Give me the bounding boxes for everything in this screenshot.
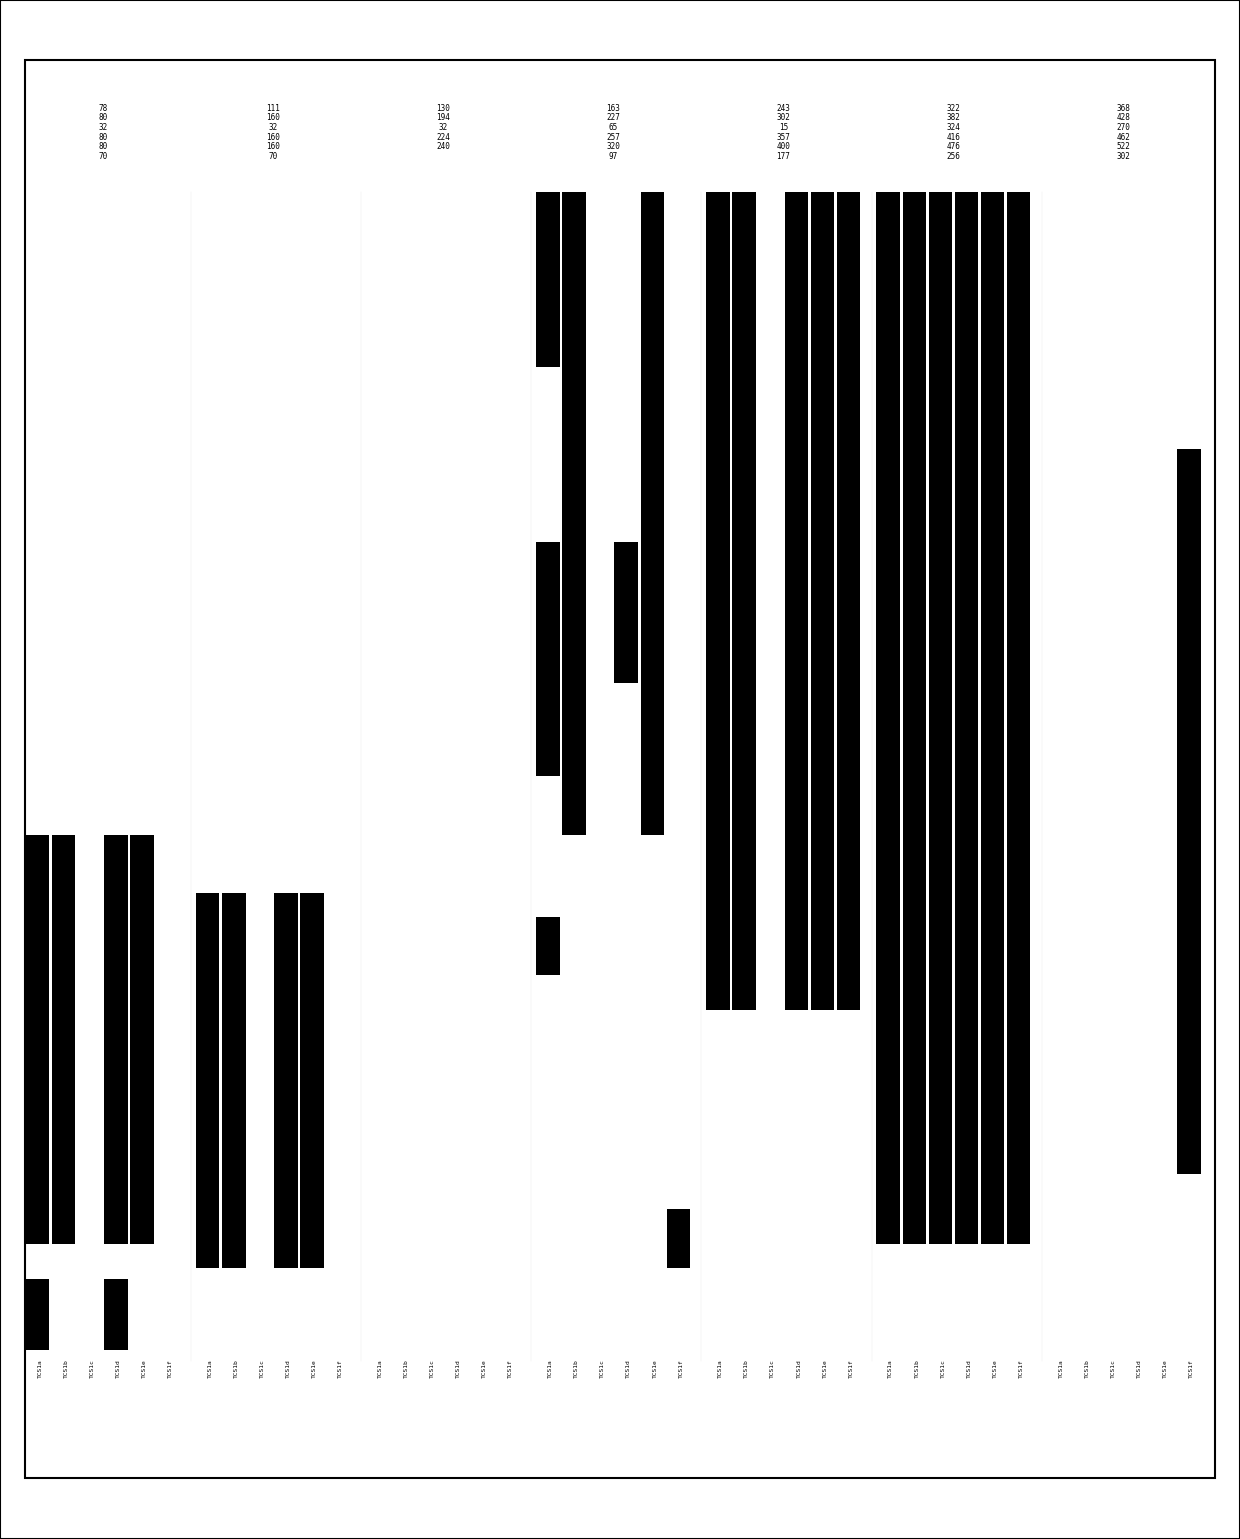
- Text: 130
194
32
224
240: 130 194 32 224 240: [436, 103, 450, 162]
- Text: TCS1b: TCS1b: [574, 1359, 579, 1377]
- Bar: [811, 192, 835, 1010]
- Text: TCS1f: TCS1f: [1019, 1359, 1024, 1377]
- Bar: [981, 191, 1004, 1245]
- Text: 243
302
15
357
400
177: 243 302 15 357 400 177: [776, 103, 790, 162]
- Text: TCS1c: TCS1c: [1111, 1359, 1116, 1377]
- Text: TCS1d: TCS1d: [796, 1359, 801, 1377]
- Text: TCS1a: TCS1a: [888, 1359, 893, 1377]
- Text: TCS1b: TCS1b: [404, 1359, 409, 1377]
- Text: 111
160
32
160
160
70: 111 160 32 160 160 70: [267, 103, 280, 162]
- Text: TCS1e: TCS1e: [992, 1359, 998, 1377]
- Text: TCS1b: TCS1b: [914, 1359, 919, 1377]
- Text: TCS1c: TCS1c: [770, 1359, 775, 1377]
- Text: TCS1a: TCS1a: [37, 1359, 42, 1377]
- Text: TCS1a: TCS1a: [548, 1359, 553, 1377]
- Text: TCS1e: TCS1e: [482, 1359, 487, 1377]
- Text: TCS1b: TCS1b: [63, 1359, 68, 1377]
- Bar: [707, 192, 730, 1010]
- Text: TCS1c: TCS1c: [940, 1359, 945, 1377]
- Text: TCS1c: TCS1c: [260, 1359, 265, 1377]
- Text: TCS1b: TCS1b: [1085, 1359, 1090, 1377]
- Text: TCS1e: TCS1e: [141, 1359, 148, 1377]
- Text: TCS1c: TCS1c: [430, 1359, 435, 1377]
- Bar: [274, 893, 298, 1268]
- Text: TCS1a: TCS1a: [1059, 1359, 1064, 1377]
- Bar: [562, 192, 585, 836]
- Bar: [300, 893, 324, 1268]
- Text: TCS1f: TCS1f: [1189, 1359, 1194, 1377]
- Bar: [837, 192, 861, 1010]
- Bar: [536, 192, 559, 368]
- Bar: [785, 192, 808, 1010]
- Bar: [196, 893, 219, 1268]
- Bar: [26, 834, 50, 1244]
- Text: TCS1d: TCS1d: [626, 1359, 631, 1377]
- Text: TCS1f: TCS1f: [508, 1359, 513, 1377]
- Bar: [130, 834, 154, 1244]
- Text: TCS1d: TCS1d: [1137, 1359, 1142, 1377]
- Bar: [536, 917, 559, 976]
- Bar: [955, 191, 978, 1245]
- Text: TCS1a: TCS1a: [208, 1359, 213, 1377]
- Bar: [536, 543, 559, 777]
- Text: TCS1e: TCS1e: [1163, 1359, 1168, 1377]
- Text: TCS1f: TCS1f: [848, 1359, 853, 1377]
- Bar: [1007, 191, 1030, 1245]
- Text: TCS1c: TCS1c: [89, 1359, 94, 1377]
- Bar: [667, 1210, 691, 1268]
- Text: 322
382
324
416
476
256: 322 382 324 416 476 256: [946, 103, 961, 162]
- Text: TCS1d: TCS1d: [456, 1359, 461, 1377]
- Bar: [104, 1279, 128, 1350]
- Text: TCS1d: TCS1d: [115, 1359, 120, 1377]
- Text: TCS1d: TCS1d: [966, 1359, 971, 1377]
- Bar: [615, 543, 637, 683]
- Bar: [222, 893, 246, 1268]
- Text: TCS1f: TCS1f: [339, 1359, 343, 1377]
- Text: TCS1b: TCS1b: [234, 1359, 239, 1377]
- Text: 163
227
65
257
320
97: 163 227 65 257 320 97: [606, 103, 620, 162]
- Text: TCS1c: TCS1c: [600, 1359, 605, 1377]
- Bar: [733, 192, 756, 1010]
- Text: TCS1a: TCS1a: [718, 1359, 723, 1377]
- Text: 78
80
32
80
80
70: 78 80 32 80 80 70: [98, 103, 108, 162]
- Text: TCS1e: TCS1e: [312, 1359, 317, 1377]
- Text: TCS1e: TCS1e: [652, 1359, 657, 1377]
- Bar: [52, 834, 76, 1244]
- Text: TCS1b: TCS1b: [744, 1359, 749, 1377]
- Bar: [877, 191, 900, 1245]
- Text: TCS1d: TCS1d: [286, 1359, 291, 1377]
- Bar: [641, 192, 665, 836]
- Bar: [929, 191, 952, 1245]
- Text: TCS1f: TCS1f: [169, 1359, 174, 1377]
- Text: TCS1e: TCS1e: [822, 1359, 827, 1377]
- Bar: [104, 834, 128, 1244]
- Bar: [903, 191, 926, 1245]
- Bar: [1177, 449, 1200, 1174]
- Text: 368
428
270
462
522
302: 368 428 270 462 522 302: [1117, 103, 1131, 162]
- Bar: [26, 1279, 50, 1350]
- Text: TCS1f: TCS1f: [678, 1359, 683, 1377]
- Text: TCS1a: TCS1a: [378, 1359, 383, 1377]
